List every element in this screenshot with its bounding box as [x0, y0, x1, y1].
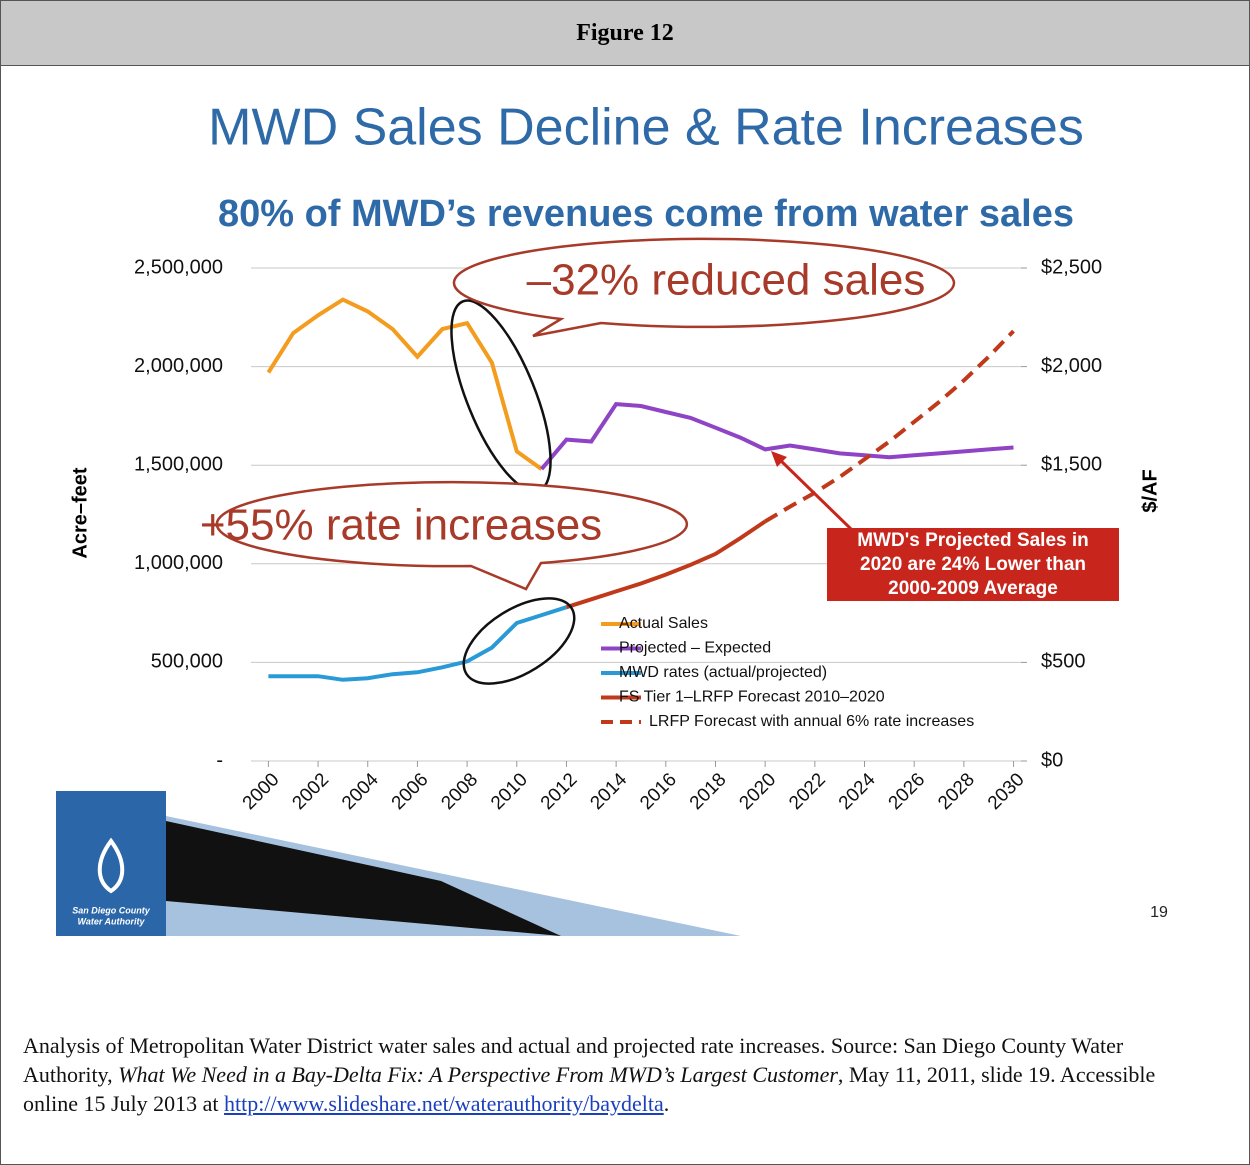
y2-tick-label: $0: [1041, 749, 1063, 771]
note-text: 2000-2009 Average: [888, 578, 1058, 599]
arrow-head: [771, 451, 787, 467]
y2-tick-label: $1,500: [1041, 453, 1102, 475]
legend-label: LRFP Forecast with annual 6% rate increa…: [649, 713, 974, 730]
x-tick-label: 2022: [785, 769, 830, 814]
callout-bubble: [215, 480, 689, 591]
page-number: 19: [1150, 904, 1168, 921]
y-tick-label: 1,000,000: [134, 552, 223, 574]
logo-text: San Diego County: [72, 905, 150, 915]
x-tick-label: 2010: [487, 769, 532, 814]
y2-tick-label: $2,500: [1041, 256, 1102, 278]
note-text: 2020 are 24% Lower than: [860, 554, 1086, 575]
x-tick-label: 2008: [437, 769, 482, 814]
y-tick-label: 1,500,000: [134, 453, 223, 475]
series-line: [565, 519, 767, 610]
y2-axis-label: $/AF: [1139, 469, 1161, 512]
x-tick-label: 2004: [338, 769, 383, 814]
note-box: [827, 528, 1119, 601]
logo-block: [56, 791, 166, 936]
legend-label: Actual Sales: [619, 615, 708, 632]
figure-header: Figure 12: [1, 1, 1249, 66]
caption-text: Analysis of Metropolitan Water District …: [23, 1033, 1124, 1087]
x-tick-label: 2000: [239, 769, 284, 814]
note-text: MWD's Projected Sales in: [857, 530, 1089, 551]
y-tick-label: 2,000,000: [134, 355, 223, 377]
logo-icon: [97, 837, 125, 894]
x-tick-label: 2026: [885, 769, 930, 814]
x-tick-label: 2028: [934, 769, 979, 814]
series-line: [266, 297, 543, 471]
x-tick-label: 2002: [288, 769, 333, 814]
caption-text: .: [663, 1091, 670, 1116]
x-tick-label: 2018: [686, 769, 731, 814]
swoosh: [166, 821, 561, 936]
x-tick-label: 2030: [984, 769, 1029, 814]
caption-link[interactable]: http://www.slideshare.net/waterauthority…: [224, 1091, 664, 1116]
x-tick-label: 2012: [537, 769, 582, 814]
x-tick-label: 2024: [835, 769, 880, 814]
caption-title: What We Need in a Bay-Delta Fix: A Persp…: [118, 1062, 838, 1087]
slide-subtitle: 80% of MWD’s revenues come from water sa…: [218, 193, 1074, 235]
caption: Analysis of Metropolitan Water District …: [23, 1031, 1203, 1118]
legend-label: FS Tier 1–LRFP Forecast 2010–2020: [619, 689, 885, 706]
series-line: [540, 402, 1014, 471]
callout-bubble: [452, 237, 956, 338]
caption-text: , May 11, 2011, slide 19. Accessible onl…: [23, 1062, 1156, 1116]
x-tick-label: 2014: [586, 769, 631, 814]
y-tick-label: 2,500,000: [134, 256, 223, 278]
arrow-shaft: [775, 455, 853, 531]
x-tick-label: 2020: [735, 769, 780, 814]
callout-text: +55% rate increases: [200, 501, 602, 550]
legend-label: MWD rates (actual/projected): [619, 664, 827, 681]
y-tick-label: 500,000: [151, 651, 223, 673]
y2-tick-label: $500: [1041, 651, 1086, 673]
slide-title: MWD Sales Decline & Rate Increases: [208, 99, 1084, 157]
x-tick-label: 2016: [636, 769, 681, 814]
callout-text: –32% reduced sales: [527, 256, 926, 305]
logo-text: Water Authority: [77, 916, 145, 926]
slide: MWD Sales Decline & Rate Increases 80% o…: [56, 99, 1168, 936]
focus-ellipse: [462, 597, 576, 685]
series-line: [764, 329, 1015, 524]
legend-label: Projected – Expected: [619, 640, 771, 657]
y-axis-label: Acre–feet: [69, 467, 91, 559]
y2-tick-label: $2,000: [1041, 355, 1102, 377]
y-tick-label: -: [216, 749, 223, 771]
x-tick-label: 2006: [388, 769, 433, 814]
series-line: [268, 605, 568, 682]
